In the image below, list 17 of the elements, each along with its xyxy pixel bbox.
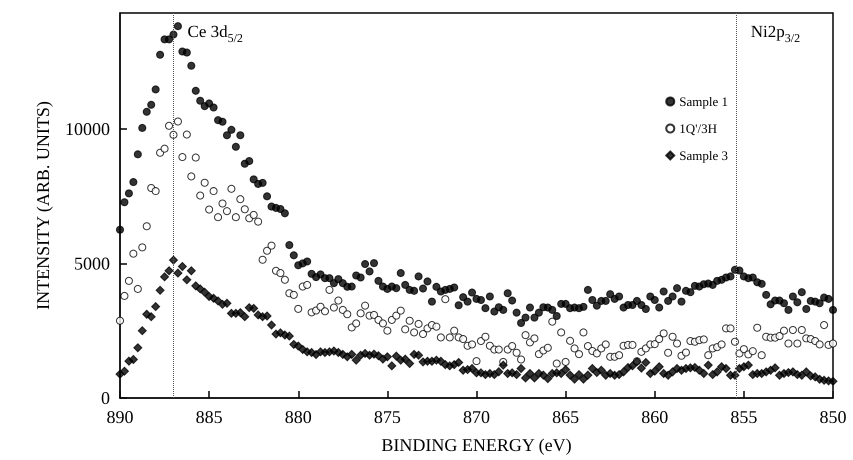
y-tick-label: 10000 bbox=[65, 118, 110, 139]
x-axis-title: BINDING ENERGY (eV) bbox=[381, 435, 572, 455]
x-tick-label: 870 bbox=[463, 407, 490, 427]
x-tick-label: 860 bbox=[641, 407, 668, 427]
y-tick-label: 0 bbox=[101, 388, 110, 408]
x-tick-label: 885 bbox=[196, 407, 223, 427]
y-tick-label: 5000 bbox=[74, 253, 110, 274]
y-axis-title: INTENSITY (ARB. UNITS) bbox=[33, 101, 53, 310]
legend-label: Sample 3 bbox=[679, 148, 728, 163]
legend-label: 1Q'/3H bbox=[679, 121, 717, 136]
x-tick-label: 875 bbox=[374, 407, 401, 427]
x-tick-label: 850 bbox=[820, 407, 846, 427]
x-tick-label: 855 bbox=[730, 407, 758, 427]
legend-label: Sample 1 bbox=[679, 94, 728, 109]
x-tick-label: 890 bbox=[106, 407, 134, 427]
x-tick-label: 865 bbox=[552, 407, 580, 427]
x-tick-label: 880 bbox=[284, 407, 312, 427]
